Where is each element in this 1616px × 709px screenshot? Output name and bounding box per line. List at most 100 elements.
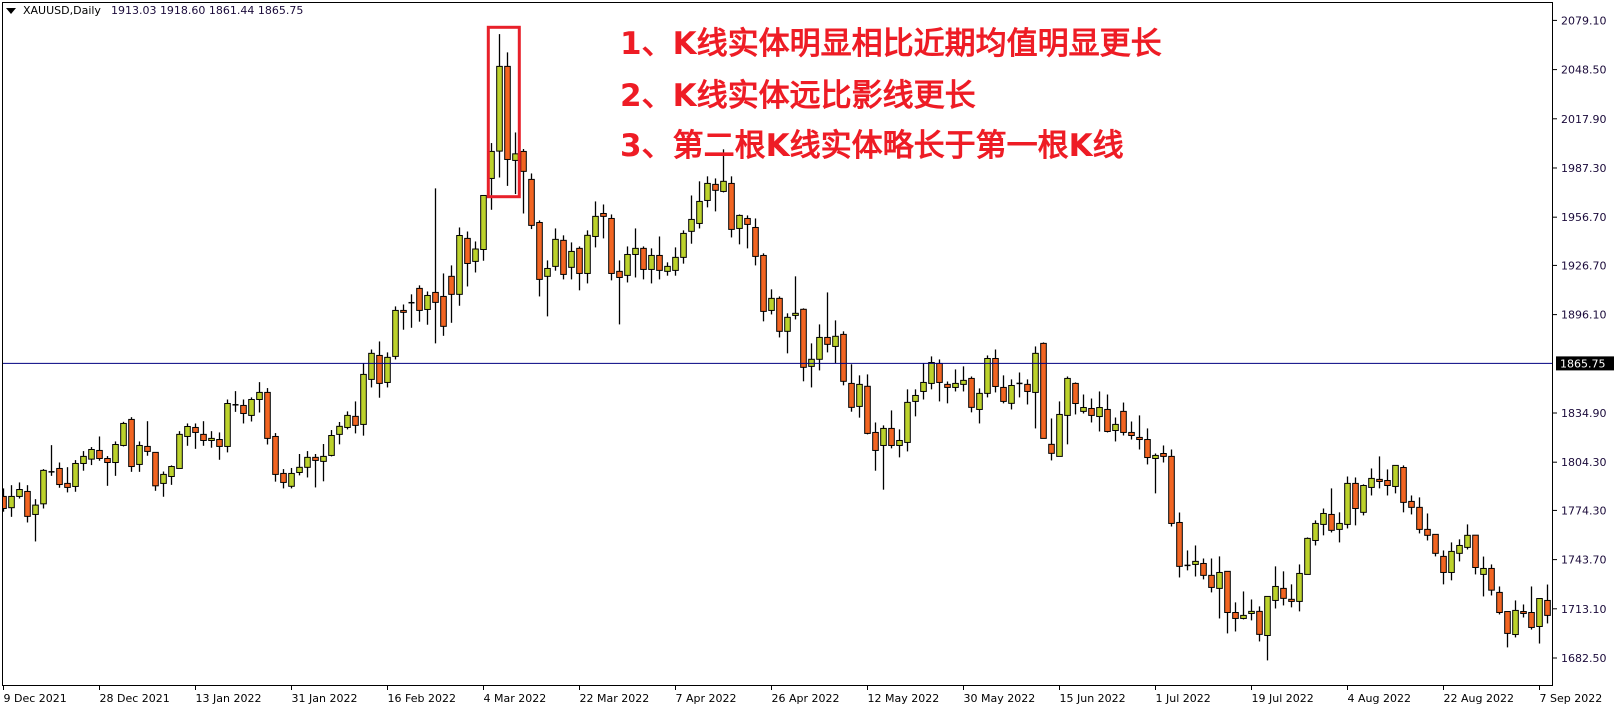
candle-body-bear [888,427,895,446]
candle-body-bull [112,444,119,464]
candle-body-bull [568,250,575,268]
candle [80,451,87,471]
candle-body-bear [464,237,471,264]
candle-body-bear [1040,342,1047,439]
candle [1112,417,1119,442]
candle-body-bear [64,482,71,488]
x-tick-label: 30 May 2022 [964,692,1036,705]
candle-body-bear [432,291,439,303]
candle [608,214,615,281]
candle-body-bull [832,335,839,347]
candle-body-bull [360,373,367,425]
candle-body-bull [1304,537,1311,575]
candle [1272,566,1279,609]
candle [1360,484,1367,516]
candle-body-bull [1080,407,1087,412]
candle [776,296,783,338]
candle [1184,550,1191,571]
candle [1352,477,1359,526]
candle-body-bull [1248,610,1255,614]
candle-body-bear [24,490,31,517]
candle [1216,556,1223,619]
candle [1024,379,1031,405]
candle-body-bull [1336,522,1343,530]
candle-body-bear [776,297,783,332]
candle [144,421,151,456]
candle [1128,421,1135,440]
candle-body-bear [1176,521,1183,567]
candle-body-bear [144,445,151,452]
candle-body-bull [952,382,959,388]
candle [392,306,399,360]
candle [1256,606,1263,642]
candle-body-bear [1232,612,1239,619]
candle-body-bull [544,267,551,277]
x-tick-label: 22 Mar 2022 [580,692,650,705]
x-tick-label: 15 Jun 2022 [1060,692,1126,705]
candle-body-bull [256,391,263,400]
candle-body-bull [1216,571,1223,589]
candle-body-bull [88,448,95,460]
candle-body-bear [1504,611,1511,634]
candle-body-bull [896,439,903,446]
candle [128,417,135,472]
candle [184,423,191,446]
candle-body-bull [1368,477,1375,488]
candle [120,421,127,447]
x-tick-label: 22 Aug 2022 [1444,692,1514,705]
candle [752,218,759,266]
x-tick-label: 16 Feb 2022 [388,692,456,705]
candle [1376,456,1383,489]
candle-body-bull [808,358,815,367]
candle-body-bear [968,377,975,408]
candle-body-bull [1272,585,1279,601]
candle-body-bear [1000,386,1007,402]
candle-body-bull [208,437,215,441]
candle [816,324,823,371]
candle [504,52,511,186]
candle [624,246,631,283]
candle [1328,488,1335,533]
candle [1000,375,1007,404]
candle-body-bull [1480,567,1487,575]
candle-body-bull [368,352,375,380]
candle-body-bull [160,473,167,484]
candle [1192,545,1199,577]
candle [1136,415,1143,450]
candle-body-bull [224,403,231,447]
candle-body-bear [1288,598,1295,602]
candle-body-bull [960,379,967,385]
candle [536,220,543,297]
candle [176,431,183,469]
candle-body-bear [1408,500,1415,508]
candle-body-bull [704,182,711,201]
candle-body-bull [592,215,599,237]
candle-body-bear [536,221,543,280]
candle-body-bear [864,385,871,434]
candle [1248,599,1255,621]
candle [616,260,623,325]
candle [376,341,383,398]
candle [1472,534,1479,575]
candle-body-bull [1056,413,1063,457]
candle [1032,346,1039,429]
candle [992,349,999,393]
candle [1496,586,1503,615]
candle-body-bull [736,214,743,229]
candle [216,432,223,460]
candles-layer [3,34,1551,661]
candle-body-bull [8,495,15,509]
candle-body-bear [1128,431,1135,436]
x-tick-label: 7 Apr 2022 [676,692,737,705]
candle-body-bear [600,212,607,217]
y-tick-label: 1682.50 [1561,652,1607,665]
candle [976,388,983,424]
y-tick-label: 1743.70 [1561,554,1607,567]
candle [160,471,167,497]
triangle-down-icon[interactable] [6,7,16,14]
candle [1200,558,1207,580]
candle-body-bull [792,312,799,316]
candle-body-bear [560,239,567,275]
candle [320,444,327,482]
